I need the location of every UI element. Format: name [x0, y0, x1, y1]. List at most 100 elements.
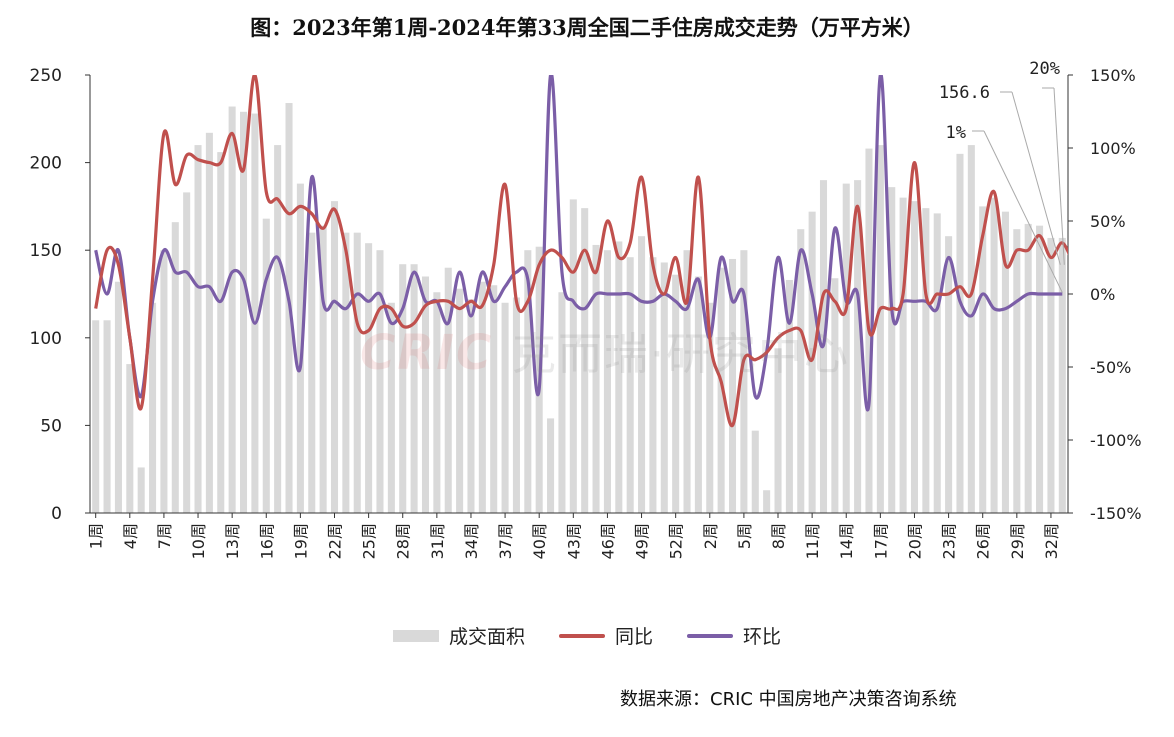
bar	[740, 250, 748, 513]
bar	[353, 232, 361, 513]
legend-label-mom: 环比	[743, 626, 782, 648]
bar	[910, 201, 919, 514]
bar	[1001, 211, 1009, 513]
legend-label-yoy: 同比	[614, 626, 653, 648]
bar	[274, 145, 282, 513]
bar	[103, 320, 111, 513]
x-tick-label: 31周	[428, 523, 447, 559]
axes	[85, 74, 1073, 518]
left-tick-label: 0	[51, 504, 62, 524]
watermark: CRIC 克而瑞·研究中心	[360, 325, 850, 381]
x-tick-label: 28周	[394, 523, 413, 559]
bar	[228, 106, 236, 513]
bar	[774, 348, 782, 513]
right-tick-label: 50%	[1090, 212, 1126, 231]
bar	[1036, 225, 1044, 513]
bar	[660, 262, 668, 513]
x-tick-label: 23周	[940, 523, 959, 559]
bar	[319, 225, 327, 513]
bar	[1047, 237, 1055, 513]
annotation-leader	[1053, 87, 1065, 265]
x-tick-label: 10周	[189, 523, 208, 559]
bar	[683, 250, 691, 513]
bar	[763, 490, 771, 513]
x-tick-label: 13周	[223, 523, 242, 559]
bar	[967, 145, 975, 513]
x-tick-label: 34周	[462, 523, 481, 559]
bar	[831, 278, 839, 513]
bar	[615, 241, 623, 513]
legend-swatch-bar	[392, 629, 439, 642]
bar	[842, 183, 850, 513]
bar	[569, 199, 577, 513]
bar	[478, 281, 486, 513]
left-tick-label: 250	[30, 66, 62, 86]
bar	[114, 281, 122, 513]
x-tick-label: 37周	[496, 523, 515, 559]
bar	[524, 250, 532, 513]
bar	[365, 243, 373, 513]
bar	[990, 197, 998, 513]
x-tick-label: 7周	[155, 523, 174, 549]
right-tick-label: 150%	[1090, 66, 1136, 85]
bar	[342, 232, 350, 513]
bar	[785, 279, 793, 513]
bar	[171, 222, 179, 513]
x-tick-label: 29周	[1008, 523, 1027, 559]
x-tick-label: 32周	[1042, 523, 1061, 559]
bar	[194, 145, 202, 513]
legend-item-yoy: 同比	[558, 622, 653, 649]
chart-title: 图：2023年第1周-2024年第33周全国二手住房成交走势（万平方米）	[250, 15, 924, 40]
bar	[399, 264, 407, 513]
legend: 成交面积 同比 环比	[0, 622, 1174, 649]
bar	[421, 276, 430, 513]
bar	[444, 267, 452, 513]
bar	[251, 113, 259, 513]
right-tick-label: 100%	[1090, 139, 1136, 158]
bar	[626, 257, 634, 513]
bar	[501, 302, 509, 513]
x-tick-label: 17周	[871, 523, 890, 559]
left-tick-label: 200	[30, 154, 62, 174]
bar	[433, 292, 441, 513]
bar	[979, 206, 987, 513]
left-tick-label: 100	[30, 329, 62, 349]
annotation-label: 1%	[946, 123, 966, 143]
bar	[296, 183, 304, 513]
bar	[956, 153, 964, 513]
yoy-line	[94, 75, 1068, 428]
x-tick-label: 20周	[905, 523, 924, 559]
x-tick-label: 25周	[360, 523, 379, 559]
bar	[706, 302, 714, 513]
bar	[490, 285, 498, 513]
x-tick-label: 40周	[530, 523, 549, 559]
annotation-leader	[1011, 91, 1061, 265]
x-tick-label: 14周	[837, 523, 856, 559]
bar	[92, 320, 100, 513]
bar	[854, 180, 862, 513]
bar	[467, 299, 475, 513]
bar	[638, 236, 646, 513]
x-tick-label: 4周	[121, 523, 140, 549]
annotation-leader	[983, 130, 1063, 293]
bar	[239, 111, 248, 514]
bar	[183, 192, 191, 513]
mom-line	[94, 75, 1063, 412]
x-tick-label: 1周	[87, 523, 106, 549]
x-tick-label: 26周	[974, 523, 993, 559]
bar	[547, 418, 555, 513]
bar	[797, 229, 805, 513]
bar	[933, 213, 941, 513]
right-tick-label: 0%	[1090, 285, 1115, 304]
x-tick-label: 2周	[701, 523, 720, 549]
bar	[330, 201, 339, 514]
bar	[945, 236, 953, 513]
bar	[308, 232, 316, 513]
bar	[1013, 229, 1021, 513]
x-tick-label: 16周	[257, 523, 276, 559]
right-tick-label: -50%	[1090, 358, 1131, 377]
bar	[1058, 237, 1066, 513]
bar	[410, 264, 418, 513]
bar	[1024, 223, 1032, 514]
